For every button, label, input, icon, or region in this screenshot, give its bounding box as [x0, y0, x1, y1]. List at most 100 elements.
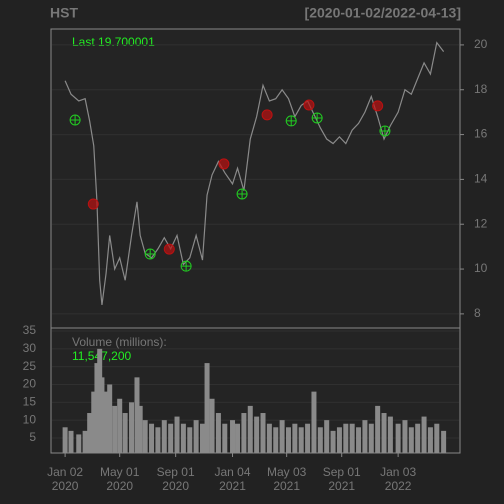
volume-bar [441, 430, 447, 453]
volume-bar [103, 391, 109, 453]
y-tick-label: 30 [23, 341, 37, 355]
volume-bar [99, 377, 105, 453]
x-tick-label: May 03 2021 [267, 465, 307, 493]
volume-bar [168, 423, 174, 453]
volume-title: Volume (millions): [72, 335, 167, 349]
volume-bar [273, 427, 279, 453]
volume-bar [311, 391, 317, 453]
volume-bar [94, 363, 100, 453]
sell-signal [303, 99, 315, 111]
volume-bar [149, 423, 155, 453]
x-tick-label: Jan 03 2022 [380, 465, 416, 493]
volume-bar [204, 363, 210, 453]
buy-signal-cross [312, 112, 323, 123]
y-tick-label: 8 [474, 306, 481, 320]
volume-bar [91, 391, 97, 453]
y-tick-label: 10 [474, 261, 488, 275]
y-tick-label: 16 [474, 127, 488, 141]
volume-bar [199, 423, 205, 453]
volume-bar [215, 413, 221, 453]
volume-bar [174, 416, 180, 453]
sell-signal [372, 100, 384, 112]
x-tick-label: Jan 04 2021 [215, 465, 251, 493]
y-tick-label: 20 [23, 377, 37, 391]
volume-bar [68, 430, 74, 453]
price-panel [50, 28, 461, 329]
volume-bar [317, 427, 323, 453]
volume-bar [155, 427, 161, 453]
volume-bar [305, 423, 311, 453]
volume-bar [292, 423, 298, 453]
sell-signal [218, 158, 230, 170]
chart-title: HST [50, 5, 78, 21]
volume-bar [235, 423, 241, 453]
volume-bar [129, 402, 135, 453]
volume-bar [161, 420, 167, 453]
volume-bar [336, 427, 342, 453]
y-tick-label: 25 [23, 359, 37, 373]
volume-bar [222, 423, 228, 453]
volume-bar [362, 420, 368, 453]
y-tick-label: 35 [23, 323, 37, 337]
buy-signal-cross [286, 115, 297, 126]
y-tick-label: 15 [23, 394, 37, 408]
volume-bar [82, 430, 88, 453]
volume-bar [241, 413, 247, 453]
x-tick-label: Sep 01 2020 [157, 465, 195, 493]
volume-bar [117, 398, 123, 453]
buy-signal-cross [237, 188, 248, 199]
volume-bar [62, 427, 68, 453]
volume-bar [402, 420, 408, 453]
y-tick-label: 10 [23, 412, 37, 426]
volume-bar [266, 423, 272, 453]
volume-bar [324, 420, 330, 453]
volume-bar [415, 423, 421, 453]
volume-bar [254, 416, 260, 453]
volume-bar [193, 420, 199, 453]
volume-bar [368, 423, 374, 453]
volume-bar [298, 427, 304, 453]
y-tick-label: 20 [474, 37, 488, 51]
y-tick-label: 5 [29, 430, 36, 444]
x-tick-label: May 01 2020 [100, 465, 140, 493]
x-tick-label: Jan 02 2020 [47, 465, 83, 493]
buy-signal-cross [70, 115, 81, 125]
volume-bar [76, 434, 82, 453]
volume-bar [343, 423, 349, 453]
buy-signal-cross [181, 261, 192, 272]
volume-bar [107, 384, 113, 453]
last-value: Last 19.700001 [72, 35, 155, 49]
volume-bar [408, 427, 414, 453]
volume-bar [434, 423, 440, 453]
volume-bar [375, 405, 381, 453]
y-tick-label: 12 [474, 216, 488, 230]
sell-signal [261, 109, 273, 121]
volume-bar [180, 423, 186, 453]
volume-bar [230, 420, 236, 453]
volume-bar [260, 413, 266, 453]
date-range: [2020-01-02/2022-04-13] [305, 5, 461, 21]
volume-bar [134, 377, 140, 453]
x-tick-label: Sep 01 2021 [323, 465, 361, 493]
volume-bar [427, 427, 433, 453]
volume-bar [87, 413, 93, 453]
volume-bar [356, 427, 362, 453]
y-tick-label: 18 [474, 82, 488, 96]
buy-signal-cross [379, 125, 390, 136]
volume-bar [395, 423, 401, 453]
volume-bar [122, 413, 128, 453]
volume-bar [330, 430, 336, 453]
volume-bar [381, 413, 387, 453]
sell-signal [163, 243, 175, 255]
volume-bar [142, 420, 148, 453]
volume-bar [285, 427, 291, 453]
volume-bar [349, 423, 355, 453]
volume-bar [187, 427, 193, 453]
volume-bar [387, 416, 393, 453]
volume-bar [279, 420, 285, 453]
y-tick-label: 14 [474, 172, 488, 186]
volume-bar [209, 398, 215, 453]
volume-bar [137, 405, 143, 453]
